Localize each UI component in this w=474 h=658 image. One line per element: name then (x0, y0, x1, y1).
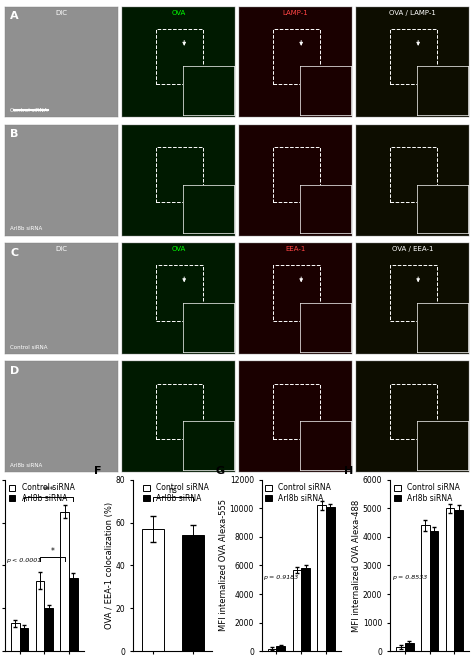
Bar (276, 646, 285, 651)
Text: OVA: OVA (172, 10, 186, 16)
Bar (301, 569, 310, 651)
Bar (156, 384, 203, 439)
Text: DIC: DIC (55, 10, 67, 16)
Bar (446, 508, 455, 651)
Text: ***: *** (43, 486, 55, 495)
Bar (405, 644, 413, 651)
Bar (396, 647, 405, 651)
Bar (390, 384, 438, 439)
Text: Control siRNA: Control siRNA (10, 345, 48, 349)
Legend: Control siRNA, Arl8b siRNA: Control siRNA, Arl8b siRNA (9, 484, 74, 503)
Bar (273, 147, 320, 203)
Text: DIC: DIC (55, 246, 67, 253)
Bar (429, 531, 438, 651)
Text: LAMP-1: LAMP-1 (283, 10, 309, 16)
Legend: Control siRNA, Arl8b siRNA: Control siRNA, Arl8b siRNA (394, 484, 460, 503)
Text: H: H (344, 466, 353, 476)
Bar (268, 649, 276, 651)
Text: F: F (93, 466, 101, 476)
Bar (455, 510, 463, 651)
Bar (182, 536, 203, 651)
Bar (19, 628, 28, 651)
Text: OVA: OVA (172, 246, 186, 253)
Bar (390, 147, 438, 203)
Text: B: B (10, 129, 19, 139)
Bar (36, 580, 45, 651)
Text: p = 0.9183: p = 0.9183 (263, 575, 299, 580)
Bar (292, 570, 301, 651)
Text: Arl8b siRNA: Arl8b siRNA (10, 226, 43, 231)
Text: EEA-1: EEA-1 (285, 246, 306, 253)
Bar (45, 609, 53, 651)
Bar (156, 29, 203, 84)
Text: Arl8b siRNA: Arl8b siRNA (10, 463, 43, 468)
Text: OVA / EEA-1: OVA / EEA-1 (392, 246, 433, 253)
Text: G: G (216, 466, 225, 476)
Bar (390, 265, 438, 320)
Legend: Control siRNA, Arl8b siRNA: Control siRNA, Arl8b siRNA (143, 484, 209, 503)
Text: Control siRNA: Control siRNA (10, 108, 48, 113)
Bar (273, 29, 320, 84)
Legend: Control siRNA, Arl8b siRNA: Control siRNA, Arl8b siRNA (265, 484, 331, 503)
Bar (69, 578, 78, 651)
Text: A: A (10, 11, 19, 21)
Bar (142, 529, 164, 651)
Text: p < 0.0001: p < 0.0001 (6, 558, 42, 563)
Text: *: * (51, 547, 55, 555)
Text: ns: ns (168, 486, 177, 495)
Bar (61, 512, 69, 651)
Bar (156, 265, 203, 320)
Bar (326, 507, 335, 651)
Text: OVA / LAMP-1: OVA / LAMP-1 (389, 10, 436, 16)
Text: p = 0.8533: p = 0.8533 (392, 575, 427, 580)
Y-axis label: OVA / EEA-1 colocalization (%): OVA / EEA-1 colocalization (%) (105, 502, 114, 629)
Text: D: D (10, 366, 19, 376)
Y-axis label: MFI internalized OVA Alexa-555: MFI internalized OVA Alexa-555 (219, 499, 228, 632)
Bar (390, 29, 438, 84)
Y-axis label: MFI internalized OVA Alexa-488: MFI internalized OVA Alexa-488 (353, 499, 362, 632)
Bar (273, 265, 320, 320)
Bar (11, 624, 19, 651)
Bar (273, 384, 320, 439)
Bar (156, 147, 203, 203)
Bar (421, 525, 429, 651)
Bar (317, 505, 326, 651)
Text: C: C (10, 247, 18, 257)
